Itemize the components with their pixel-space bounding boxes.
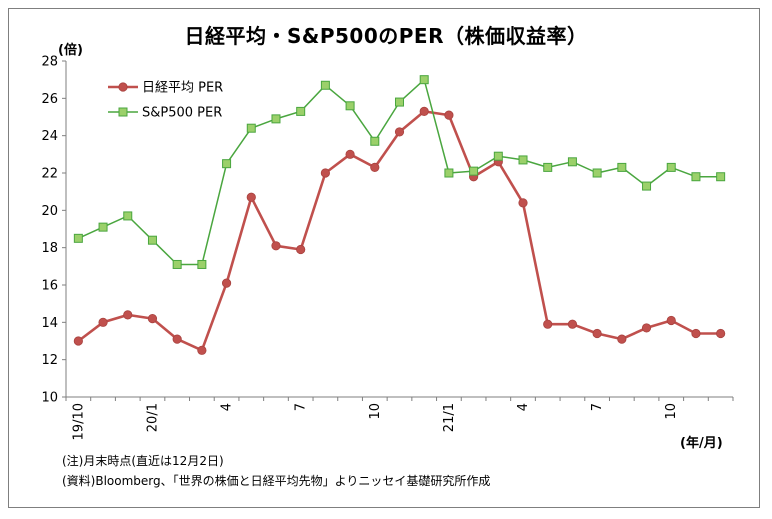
data-point-sp500 (617, 162, 627, 172)
data-point-sp500 (469, 166, 479, 176)
y-tick-label: 16 (41, 279, 58, 294)
data-point-sp500 (246, 123, 256, 133)
data-point-sp500 (370, 136, 380, 146)
data-point-nikkei (147, 313, 158, 324)
data-point-sp500 (518, 155, 528, 165)
y-tick-label: 22 (41, 167, 58, 182)
data-point-nikkei (716, 328, 726, 339)
y-tick-label: 20 (41, 204, 58, 219)
x-tick-label: 21/1 (442, 403, 457, 432)
data-point-nikkei (296, 244, 306, 255)
data-point-nikkei (641, 323, 652, 333)
data-point-sp500 (691, 172, 701, 182)
series-line-1 (77, 110, 721, 352)
data-point-nikkei (543, 319, 553, 329)
x-tick-label: 10 (368, 403, 383, 420)
footnote-note: (注)月末時点(直近は12月2日) (62, 454, 224, 468)
x-tick-label: 4 (220, 403, 235, 411)
data-point-sp500 (567, 157, 577, 167)
legend: 日経平均 PER S&P500 PER (108, 81, 223, 121)
data-point-sp500 (98, 222, 108, 232)
chart-title: 日経平均・S&P500のPER（株価収益率） (184, 24, 588, 48)
x-tick-label: 7 (590, 403, 605, 411)
data-point-nikkei (617, 334, 627, 344)
data-point-nikkei (567, 319, 578, 329)
x-axis-unit-label: (年/月) (680, 435, 723, 451)
data-point-nikkei (98, 317, 108, 327)
y-tick-label: 10 (41, 391, 58, 406)
data-point-sp500 (592, 168, 602, 178)
data-point-sp500 (296, 106, 306, 116)
data-point-sp500 (493, 151, 503, 161)
data-point-nikkei (691, 328, 701, 339)
data-point-nikkei (172, 334, 182, 344)
y-tick-label: 14 (41, 316, 58, 331)
y-tick-label: 24 (41, 129, 58, 144)
data-point-nikkei (320, 168, 330, 178)
data-point-nikkei (73, 336, 83, 346)
legend-label-1: 日経平均 PER (142, 81, 223, 96)
data-point-sp500 (666, 162, 676, 172)
data-point-sp500 (197, 259, 207, 269)
data-point-sp500 (172, 259, 182, 269)
data-point-nikkei (394, 127, 405, 137)
data-point-nikkei (518, 198, 528, 208)
data-point-nikkei (345, 149, 355, 159)
data-point-sp500 (543, 162, 553, 172)
y-tick-label: 18 (41, 241, 58, 256)
data-point-sp500 (395, 97, 404, 107)
data-point-nikkei (666, 315, 676, 326)
legend-label-2: S&P500 PER (142, 106, 222, 121)
x-tick-label: 10 (664, 403, 679, 420)
data-point-sp500 (123, 211, 133, 221)
y-tick-label: 12 (41, 353, 58, 368)
legend-marker-sp500 (118, 107, 128, 117)
data-point-nikkei (592, 328, 602, 339)
x-tick-label: 4 (516, 403, 531, 411)
data-point-sp500 (444, 168, 454, 178)
axes: 10 12 14 16 18 20 22 24 26 28 19/10 20/1 4 7 10 21/1 4 7 1… (41, 55, 734, 440)
data-point-nikkei (246, 192, 256, 202)
data-point-nikkei (370, 162, 380, 172)
x-tick-label: 7 (294, 403, 309, 411)
x-tick-label: 19/10 (71, 403, 86, 440)
data-point-nikkei (271, 241, 281, 251)
legend-marker-nikkei (118, 82, 128, 92)
data-point-nikkei (444, 110, 454, 120)
series-markers (73, 75, 726, 355)
data-point-sp500 (222, 159, 232, 169)
data-point-sp500 (642, 181, 652, 191)
chart-frame (8, 8, 760, 508)
data-point-sp500 (716, 172, 726, 182)
data-point-nikkei (123, 310, 133, 320)
data-point-nikkei (419, 106, 429, 117)
data-point-sp500 (147, 235, 157, 245)
data-point-sp500 (419, 75, 429, 85)
y-tick-label: 28 (41, 55, 58, 70)
data-point-nikkei (221, 278, 232, 288)
x-tick-label: 20/1 (145, 403, 160, 432)
data-point-sp500 (320, 80, 330, 90)
y-tick-label: 26 (41, 92, 58, 107)
data-point-sp500 (73, 233, 83, 243)
data-point-sp500 (345, 101, 355, 111)
y-axis-unit-label: (倍) (58, 42, 83, 58)
footnote-source: (資料)Bloomberg、「世界の株価と日経平均先物」よりニッセイ基礎研究所作… (62, 474, 491, 488)
data-point-sp500 (271, 114, 281, 124)
data-point-nikkei (197, 345, 207, 355)
